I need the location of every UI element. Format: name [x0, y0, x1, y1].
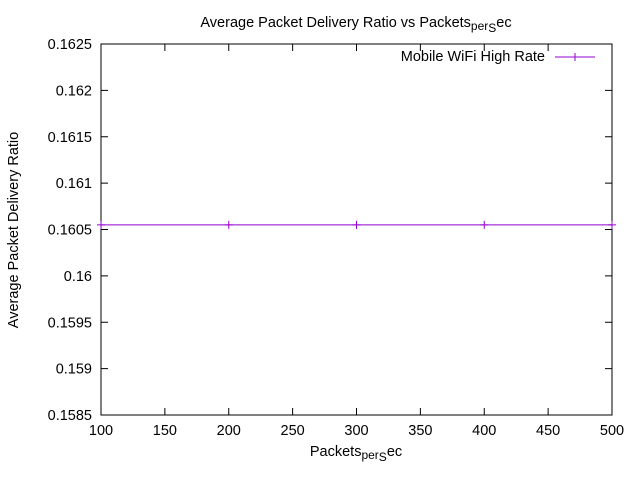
y-tick-label: 0.161	[56, 176, 92, 192]
data-point	[97, 220, 105, 229]
plot-frame	[100, 43, 613, 416]
x-tick-label: 350	[408, 423, 432, 439]
y-tick-label: 0.1615	[48, 130, 92, 146]
data-point	[352, 220, 361, 229]
legend-label: Mobile WiFi High Rate	[401, 49, 545, 65]
y-tick-label: 0.159	[56, 362, 92, 378]
x-axis-label: PacketsperSec	[310, 444, 402, 464]
x-tick-label: 100	[89, 423, 113, 439]
y-axis-ticks: 0.1585 0.159 0.1595 0.16 0.1605 0.161 0.1615 0.…	[48, 37, 612, 424]
x-tick-label: 250	[281, 423, 305, 439]
data-point	[608, 220, 616, 229]
data-point	[224, 220, 233, 229]
x-tick-label: 150	[153, 423, 177, 439]
y-tick-label: 0.1625	[48, 37, 92, 53]
data-point	[480, 220, 489, 229]
x-tick-label: 400	[472, 423, 496, 439]
series-layer	[97, 220, 616, 229]
y-tick-label: 0.1595	[48, 315, 92, 331]
x-tick-label: 450	[536, 423, 560, 439]
chart-title: Average Packet Delivery Ratio vs Packets…	[200, 15, 511, 35]
y-tick-label: 0.1605	[48, 223, 92, 239]
y-tick-label: 0.16	[64, 269, 92, 285]
x-axis-ticks: 100 150 200 250 300 350 400 450 500	[89, 44, 624, 439]
x-tick-label: 300	[344, 423, 368, 439]
x-tick-label: 200	[217, 423, 241, 439]
y-axis-label: Average Packet Delivery Ratio	[6, 132, 22, 328]
y-tick-label: 0.162	[56, 83, 92, 99]
y-tick-label: 0.1585	[48, 408, 92, 424]
legend: Mobile WiFi High Rate	[401, 49, 595, 65]
x-tick-label: 500	[600, 423, 624, 439]
